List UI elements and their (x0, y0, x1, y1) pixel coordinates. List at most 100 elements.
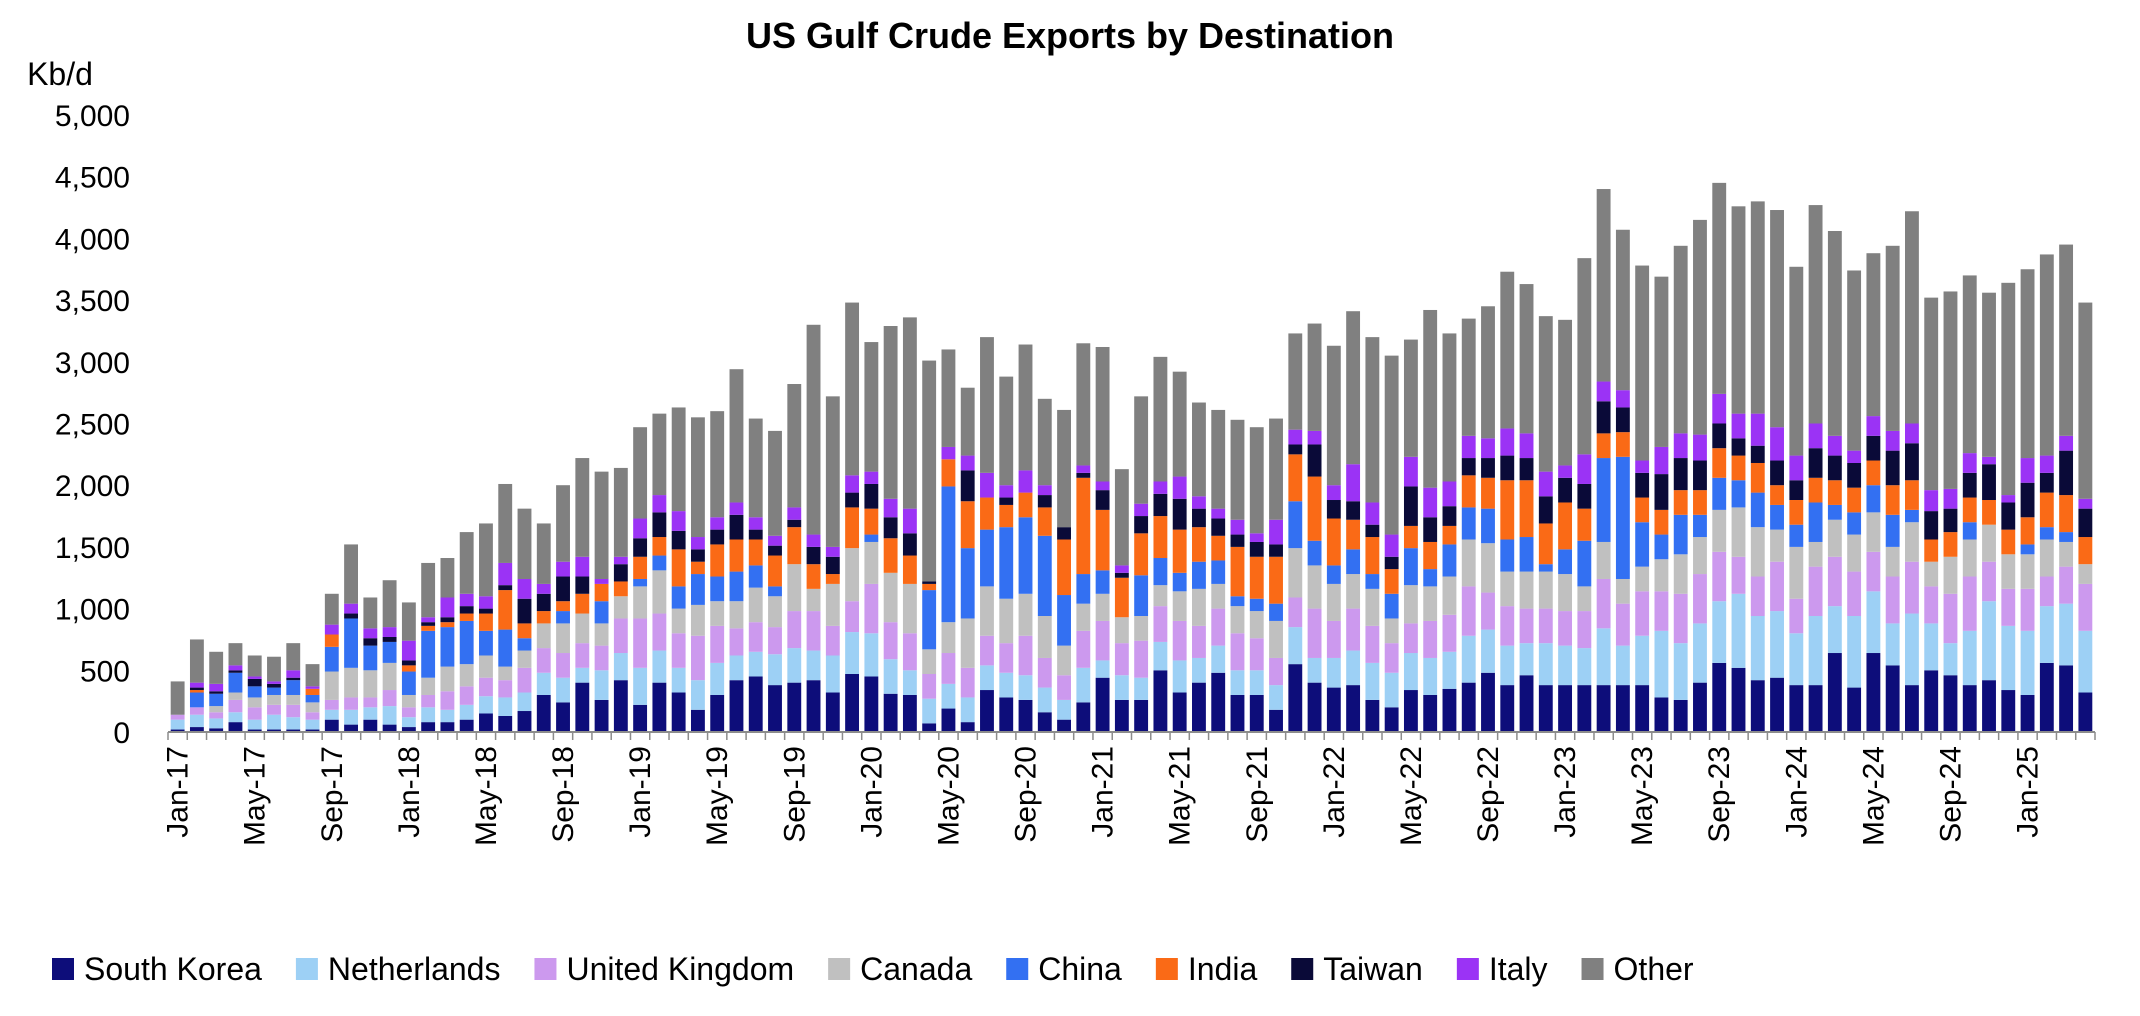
bar-segment-south-korea-jan-23 (1558, 685, 1573, 732)
legend-swatch (1006, 958, 1029, 980)
bar-segment-canada-aug-18 (536, 623, 551, 649)
bar-segment-other-may-17 (247, 655, 262, 677)
bar-segment-netherlands-nov-22 (1519, 643, 1534, 676)
legend-swatch (1155, 958, 1178, 980)
bar-segment-south-korea-jul-21 (1211, 672, 1226, 732)
bar-segment-united-kingdom-feb-17 (189, 707, 204, 715)
bar-segment-china-mar-21 (1134, 575, 1149, 616)
bar-segment-italy-jan-21 (1095, 481, 1110, 491)
bar-segment-canada-dec-21 (1307, 565, 1322, 609)
bar-segment-united-kingdom-jan-25 (2020, 588, 2035, 631)
bar-segment-netherlands-may-17 (247, 719, 262, 730)
bar-segment-italy-nov-19 (825, 546, 840, 557)
bar-segment-united-kingdom-may-19 (710, 625, 725, 663)
bar-segment-netherlands-sep-19 (787, 648, 802, 683)
bar-segment-italy-sep-21 (1249, 533, 1264, 542)
bar-segment-taiwan-dec-20 (1076, 472, 1091, 478)
bar-segment-india-jan-22 (1326, 518, 1341, 566)
bar-segment-canada-aug-24 (1924, 561, 1939, 587)
bar-segment-canada-oct-21 (1269, 620, 1283, 658)
bar-segment-other-may-24 (1866, 253, 1881, 417)
bar-segment-south-korea-nov-24 (1982, 680, 1996, 732)
bar-segment-italy-sep-20 (1018, 470, 1033, 493)
bar-segment-united-kingdom-jan-22 (1326, 620, 1341, 658)
bar-segment-south-korea-jan-22 (1326, 687, 1341, 732)
bar-segment-canada-jun-24 (1885, 546, 1900, 577)
bar-segment-netherlands-may-19 (710, 662, 725, 695)
bar-segment-netherlands-may-20 (941, 683, 956, 709)
bar-segment-other-jun-19 (729, 369, 744, 503)
bar-segment-canada-dec-22 (1538, 571, 1553, 609)
bar-segment-other-dec-18 (613, 467, 628, 557)
y-tick-label: 5,000 (55, 100, 130, 133)
bar-segment-south-korea-dec-18 (613, 680, 628, 732)
bar-segment-italy-mar-25 (2059, 435, 2074, 451)
bar-segment-other-oct-19 (806, 324, 821, 535)
bar-segment-canada-sep-22 (1481, 543, 1495, 593)
bar-segment-china-apr-20 (922, 590, 937, 650)
bar-segment-united-kingdom-nov-22 (1519, 608, 1534, 644)
bar-segment-other-dec-21 (1307, 323, 1322, 431)
bar-segment-taiwan-aug-18 (536, 593, 551, 612)
bar-segment-united-kingdom-sep-20 (1018, 635, 1033, 676)
bar-segment-canada-dec-20 (1076, 603, 1091, 631)
bar-segment-south-korea-may-24 (1866, 653, 1881, 732)
bar-segment-netherlands-jan-17 (170, 719, 185, 730)
bar-segment-italy-jan-20 (864, 471, 879, 484)
bar-segment-india-sep-19 (787, 527, 802, 565)
bar-segment-india-jan-18 (401, 665, 416, 672)
bar-segment-italy-apr-17 (228, 665, 243, 671)
bar-segment-italy-jan-19 (633, 518, 648, 539)
legend-swatch (534, 958, 557, 980)
legend: South Korea Netherlands United Kingdom Cana… (52, 951, 1694, 987)
bar-segment-taiwan-oct-23 (1731, 438, 1746, 456)
bar-segment-india-dec-23 (1770, 485, 1784, 505)
bar-segment-india-mar-24 (1827, 480, 1842, 505)
bar-segment-china-mar-25 (2059, 532, 2074, 542)
bar-segment-italy-may-17 (247, 676, 262, 679)
bar-segment-italy-jun-20 (960, 455, 975, 471)
bar-segment-italy-dec-23 (1770, 427, 1784, 461)
bar-segment-south-korea-nov-23 (1750, 680, 1765, 732)
bar-segment-other-nov-24 (1982, 292, 1996, 457)
bar-segment-other-jun-21 (1192, 402, 1206, 497)
bar-segment-taiwan-may-22 (1403, 486, 1418, 526)
bar-segment-india-feb-19 (652, 537, 667, 556)
bar-segment-italy-mar-22 (1365, 502, 1380, 525)
bar-segment-canada-nov-19 (825, 583, 840, 626)
bar-segment-canada-nov-20 (1057, 645, 1071, 676)
bar-segment-canada-feb-19 (652, 570, 667, 614)
bar-segment-italy-apr-18 (459, 593, 474, 607)
bar-segment-canada-mar-21 (1134, 616, 1149, 641)
bar-segment-south-korea-aug-18 (536, 694, 551, 732)
bar-segment-united-kingdom-jun-17 (267, 704, 281, 715)
bar-segment-italy-may-22 (1403, 456, 1418, 487)
bar-segment-italy-dec-20 (1076, 465, 1091, 473)
bar-segment-netherlands-feb-25 (2039, 606, 2054, 663)
bar-segment-united-kingdom-nov-21 (1288, 597, 1303, 628)
legend-label: Canada (860, 951, 972, 987)
bar-segment-italy-aug-22 (1461, 435, 1476, 459)
bar-segment-south-korea-nov-21 (1288, 664, 1303, 732)
bar-segment-india-jan-23 (1558, 502, 1573, 550)
bar-segment-other-jan-22 (1326, 345, 1341, 486)
bar-segment-canada-may-22 (1403, 585, 1418, 624)
bar-segment-china-sep-17 (324, 646, 339, 672)
bar-segment-italy-mar-24 (1827, 435, 1842, 456)
bar-segment-south-korea-apr-17 (228, 722, 243, 732)
bar-segment-italy-sep-19 (787, 507, 802, 520)
bar-segment-taiwan-jun-22 (1423, 517, 1438, 542)
bar-segment-china-jan-22 (1326, 565, 1341, 584)
bar-segment-taiwan-feb-18 (421, 622, 436, 626)
bar-segment-italy-aug-19 (768, 535, 782, 546)
bar-segment-canada-oct-24 (1962, 539, 1977, 577)
bar-segment-italy-dec-22 (1538, 471, 1553, 497)
bar-segment-united-kingdom-aug-19 (768, 627, 782, 655)
x-tick-label: Jan-24 (1780, 746, 1813, 838)
bar-segment-canada-jul-21 (1211, 583, 1226, 609)
bar-segment-south-korea-jan-25 (2020, 694, 2035, 732)
bar-segment-india-mar-22 (1365, 537, 1380, 575)
bar-segment-south-korea-jun-18 (498, 715, 513, 732)
bar-segment-united-kingdom-apr-18 (459, 686, 474, 705)
bar-segment-india-jul-21 (1211, 535, 1226, 561)
